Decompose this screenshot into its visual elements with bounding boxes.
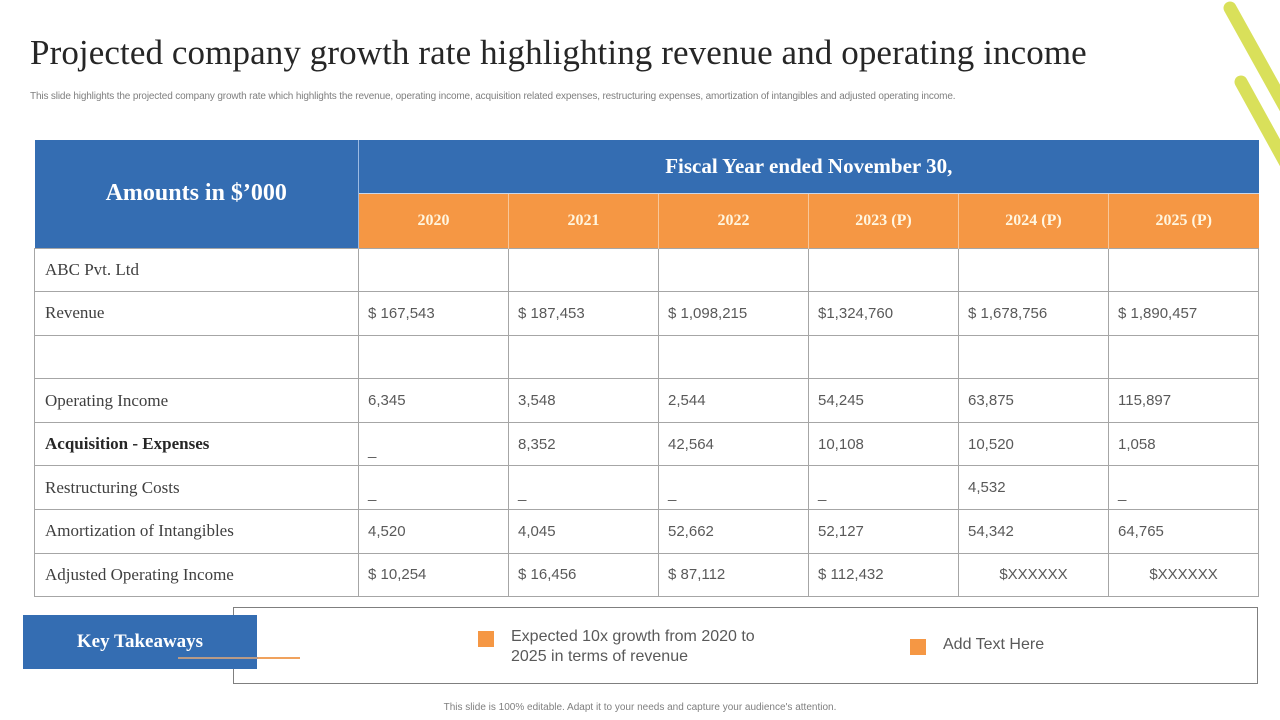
- table-cell: _: [508, 465, 659, 511]
- slide-title: Projected company growth rate highlighti…: [30, 33, 1087, 72]
- decor-stripe-upper: [1223, 1, 1280, 112]
- row-label: ABC Pvt. Ltd: [34, 247, 359, 293]
- table-cell: [658, 334, 809, 380]
- table-row-revenue: Revenue $ 167,543 $ 187,453 $ 1,098,215 …: [34, 291, 1260, 336]
- takeaway-item: Add Text Here: [910, 635, 1044, 655]
- table-cell: $ 10,254: [358, 552, 509, 598]
- table-cell: 10,108: [808, 421, 959, 467]
- table-cell: 8,352: [508, 421, 659, 467]
- table-row-adjusted-operating-income: Adjusted Operating Income $ 10,254 $ 16,…: [34, 552, 1260, 598]
- slide-subtitle: This slide highlights the projected comp…: [30, 91, 956, 102]
- table-cell: $1,324,760: [808, 291, 959, 336]
- table-cell: _: [358, 465, 509, 511]
- amounts-header: Amounts in $’000: [34, 140, 359, 248]
- table-cell: [358, 247, 509, 293]
- table-row-acquisition-expenses: Acquisition - Expenses _ 8,352 42,564 10…: [34, 421, 1260, 467]
- takeaway-item: Expected 10x growth from 2020 to 2025 in…: [478, 627, 781, 667]
- table-cell: 10,520: [958, 421, 1109, 467]
- row-label: Revenue: [34, 291, 359, 336]
- table-cell: [658, 247, 809, 293]
- takeaway-text: Add Text Here: [943, 636, 1045, 653]
- table-cell: 52,662: [658, 509, 809, 554]
- table-cell: $ 87,112: [658, 552, 809, 598]
- table-cell: 52,127: [808, 509, 959, 554]
- table-cell: [808, 334, 959, 380]
- row-label: Adjusted Operating Income: [34, 552, 359, 598]
- table-cell: $ 16,456: [508, 552, 659, 598]
- table-row-company: ABC Pvt. Ltd: [34, 247, 1260, 293]
- table-cell: $ 167,543: [358, 291, 509, 336]
- table-cell: 6,345: [358, 378, 509, 423]
- table-cell: 63,875: [958, 378, 1109, 423]
- table-cell: $XXXXXX: [958, 552, 1109, 598]
- year-header-row: 2020 2021 2022 2023 (P) 2024 (P) 2025 (P…: [35, 193, 1259, 248]
- table-cell: 3,548: [508, 378, 659, 423]
- table-cell: _: [358, 421, 509, 467]
- table-cell: $ 187,453: [508, 291, 659, 336]
- row-label: Amortization of Intangibles: [34, 509, 359, 554]
- table-cell: $ 1,678,756: [958, 291, 1109, 336]
- table-cell: [1107, 334, 1260, 380]
- table-cell: 4,520: [358, 509, 509, 554]
- decorative-stripes-icon: [1200, 0, 1280, 200]
- table-row-operating-income: Operating Income 6,345 3,548 2,544 54,24…: [34, 378, 1260, 423]
- key-takeaways-underline: [178, 657, 300, 659]
- table-cell: [808, 247, 959, 293]
- table-cell: [358, 334, 509, 380]
- year-header: 2025 (P): [1107, 193, 1259, 248]
- table-cell: [508, 334, 659, 380]
- row-label: Acquisition - Expenses: [34, 421, 359, 467]
- table-cell: [958, 334, 1109, 380]
- table-cell: 115,897: [1107, 378, 1260, 423]
- financial-table: Amounts in $’000 Fiscal Year ended Novem…: [34, 140, 1260, 598]
- table-cell: _: [1107, 465, 1260, 511]
- table-cell: _: [658, 465, 809, 511]
- year-header: 2022: [658, 193, 809, 248]
- table-cell: $ 112,432: [808, 552, 959, 598]
- table-row-amortization: Amortization of Intangibles 4,520 4,045 …: [34, 509, 1260, 554]
- table-cell: $XXXXXX: [1107, 552, 1260, 598]
- table-row-empty: [34, 334, 1260, 380]
- table-cell: 64,765: [1107, 509, 1260, 554]
- table-cell: $ 1,890,457: [1107, 291, 1260, 336]
- footer-note: This slide is 100% editable. Adapt it to…: [443, 702, 837, 713]
- takeaway-text: Expected 10x growth from 2020 to 2025 in…: [511, 628, 755, 665]
- table-cell: [958, 247, 1109, 293]
- year-header: 2023 (P): [808, 193, 959, 248]
- table-cell: [1107, 247, 1260, 293]
- table-cell: 2,544: [658, 378, 809, 423]
- square-bullet-icon: [910, 639, 926, 655]
- key-takeaways-box: [233, 607, 1258, 684]
- table-row-restructuring-costs: Restructuring Costs _ _ _ _ 4,532 _: [34, 465, 1260, 511]
- table-cell: $ 1,098,215: [658, 291, 809, 336]
- table-cell: [508, 247, 659, 293]
- row-label: Operating Income: [34, 378, 359, 423]
- row-label: Restructuring Costs: [34, 465, 359, 511]
- table-cell: 4,045: [508, 509, 659, 554]
- table-cell: 54,245: [808, 378, 959, 423]
- year-header: 2024 (P): [958, 193, 1109, 248]
- fiscal-year-header: Fiscal Year ended November 30,: [358, 140, 1259, 194]
- year-header: 2021: [508, 193, 659, 248]
- table-cell: 4,532: [958, 465, 1109, 511]
- table-cell: _: [808, 465, 959, 511]
- table-cell: 54,342: [958, 509, 1109, 554]
- year-header: 2020: [358, 193, 509, 248]
- table-header-row-top: Amounts in $’000 Fiscal Year ended Novem…: [34, 140, 1259, 248]
- key-takeaways-label: Key Takeaways: [23, 615, 257, 669]
- decor-stripe-lower: [1234, 75, 1280, 167]
- table-cell: 42,564: [658, 421, 809, 467]
- table-cell: 1,058: [1107, 421, 1260, 467]
- row-label: [34, 334, 359, 380]
- square-bullet-icon: [478, 631, 494, 647]
